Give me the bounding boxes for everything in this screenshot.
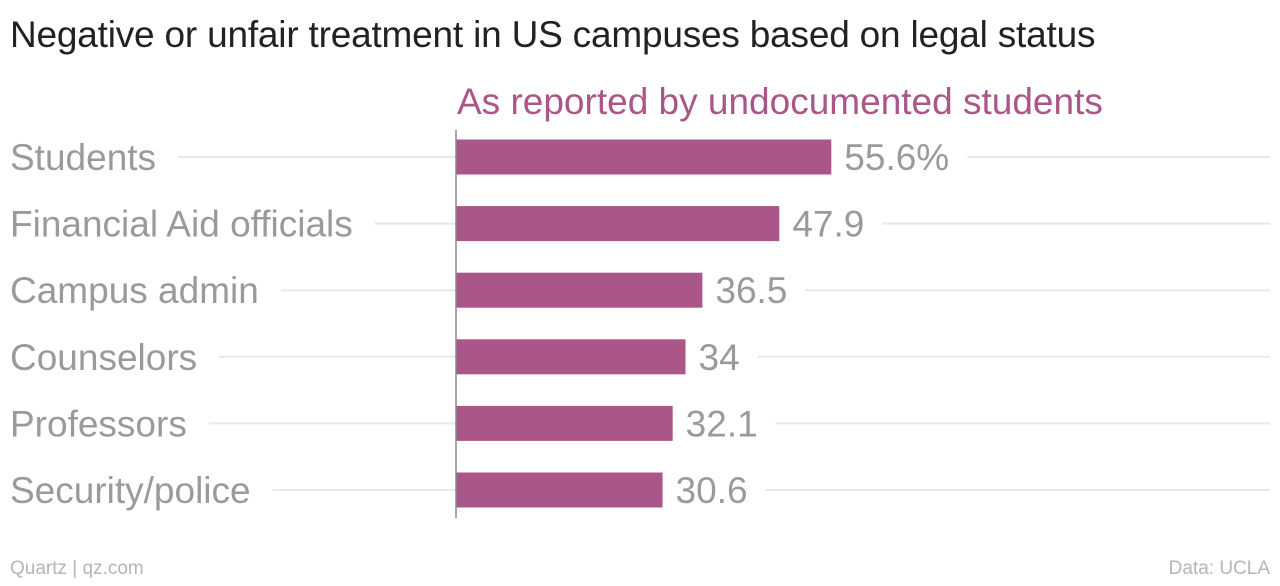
value-label: 34 (699, 337, 740, 378)
footer-source: Data: UCLA (1168, 558, 1270, 579)
footer-credit: Quartz | qz.com (10, 558, 144, 579)
category-labels: Students Financial Aid officials Campus ad… (10, 137, 353, 511)
value-label: 47.9 (792, 204, 864, 245)
bar (456, 405, 673, 441)
bar (456, 272, 703, 308)
bars (456, 139, 832, 508)
value-label: 55.6% (844, 137, 949, 178)
category-label: Professors (10, 403, 187, 444)
bar (456, 339, 686, 375)
category-label: Financial Aid officials (10, 204, 353, 245)
chart-subtitle: As reported by undocumented students (457, 81, 1103, 122)
value-label: 30.6 (676, 470, 748, 511)
gridlines (178, 156, 1270, 491)
bar (456, 472, 663, 508)
category-label: Campus admin (10, 270, 259, 311)
value-label: 32.1 (686, 403, 758, 444)
bar (456, 206, 780, 242)
category-label: Students (10, 137, 156, 178)
category-label: Security/police (10, 470, 251, 511)
value-label: 36.5 (715, 270, 787, 311)
category-label: Counselors (10, 337, 197, 378)
value-labels: 55.6% 47.936.5 34 32.1 30.6 (676, 137, 950, 511)
bar (456, 139, 832, 175)
chart-title: Negative or unfair treatment in US campu… (10, 14, 1096, 55)
